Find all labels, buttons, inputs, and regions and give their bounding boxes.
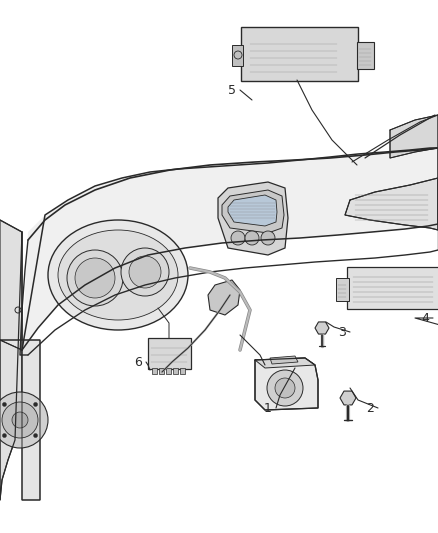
Polygon shape xyxy=(180,368,185,374)
Circle shape xyxy=(2,402,38,438)
Circle shape xyxy=(0,392,48,448)
Circle shape xyxy=(12,412,28,428)
Polygon shape xyxy=(0,220,22,500)
Polygon shape xyxy=(255,358,318,410)
Polygon shape xyxy=(208,280,240,315)
Text: 6: 6 xyxy=(134,356,142,368)
Polygon shape xyxy=(390,115,438,158)
FancyBboxPatch shape xyxy=(241,27,358,81)
Circle shape xyxy=(75,258,115,298)
Polygon shape xyxy=(228,195,277,226)
FancyBboxPatch shape xyxy=(347,267,438,309)
Text: 1: 1 xyxy=(264,401,272,415)
Polygon shape xyxy=(22,148,438,350)
Circle shape xyxy=(121,248,169,296)
Circle shape xyxy=(34,402,38,407)
FancyBboxPatch shape xyxy=(336,278,349,301)
Polygon shape xyxy=(315,322,329,334)
Circle shape xyxy=(245,231,259,245)
Circle shape xyxy=(67,250,123,306)
FancyBboxPatch shape xyxy=(232,44,243,66)
Polygon shape xyxy=(0,340,40,500)
Polygon shape xyxy=(222,190,284,233)
FancyBboxPatch shape xyxy=(148,337,191,368)
FancyBboxPatch shape xyxy=(357,42,374,69)
Polygon shape xyxy=(340,391,356,405)
Text: 3: 3 xyxy=(338,326,346,338)
Polygon shape xyxy=(270,356,298,364)
Circle shape xyxy=(267,370,303,406)
Circle shape xyxy=(34,433,38,438)
Polygon shape xyxy=(173,368,178,374)
Ellipse shape xyxy=(58,230,178,320)
Polygon shape xyxy=(218,182,288,255)
Circle shape xyxy=(129,256,161,288)
Circle shape xyxy=(261,231,275,245)
Circle shape xyxy=(275,378,295,398)
Ellipse shape xyxy=(48,220,188,330)
Polygon shape xyxy=(152,368,157,374)
Circle shape xyxy=(231,231,245,245)
Text: 4: 4 xyxy=(421,311,429,325)
Polygon shape xyxy=(345,178,438,230)
Text: 5: 5 xyxy=(228,84,236,96)
Circle shape xyxy=(3,402,7,407)
Polygon shape xyxy=(166,368,171,374)
Polygon shape xyxy=(159,368,164,374)
Polygon shape xyxy=(255,358,315,368)
Text: 2: 2 xyxy=(366,401,374,415)
Circle shape xyxy=(3,433,7,438)
